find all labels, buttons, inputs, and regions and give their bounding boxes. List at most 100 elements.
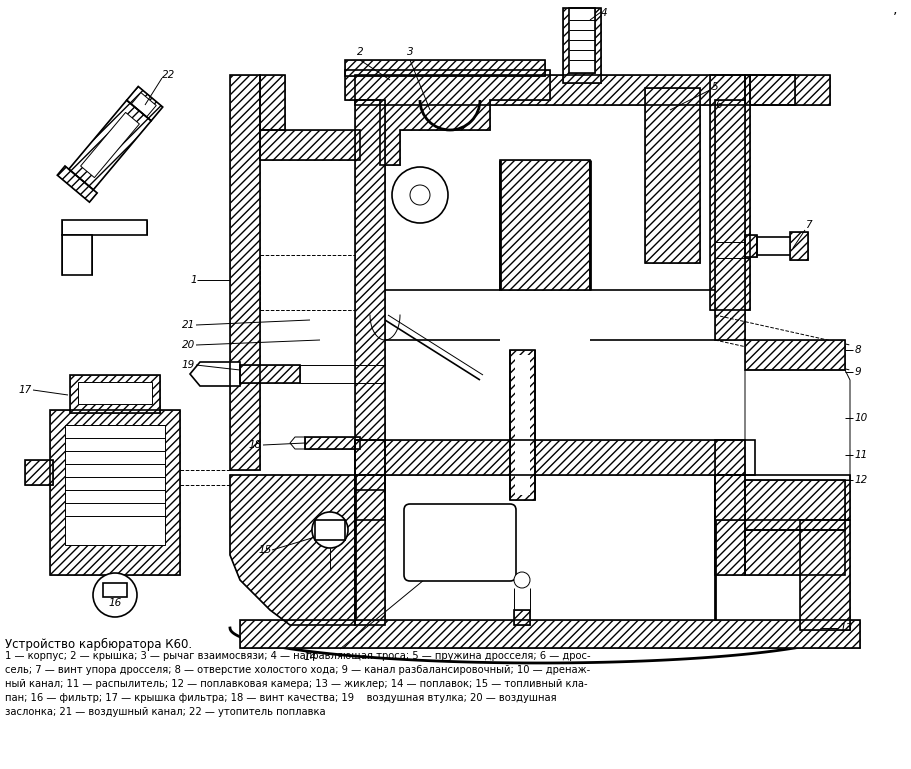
Bar	[65, 425, 165, 545]
Bar	[714, 475, 744, 575]
Bar	[799, 520, 849, 630]
Bar	[260, 75, 284, 130]
Bar	[568, 8, 594, 73]
Polygon shape	[131, 92, 156, 117]
Bar	[714, 475, 849, 520]
Text: 13: 13	[839, 623, 853, 633]
Bar	[744, 340, 844, 370]
Bar	[509, 350, 535, 500]
Bar	[744, 480, 844, 530]
Circle shape	[392, 167, 447, 223]
Bar	[354, 100, 384, 490]
Bar	[714, 440, 744, 475]
Bar	[744, 75, 829, 105]
Text: 10: 10	[854, 413, 867, 423]
Bar	[744, 235, 756, 257]
Bar	[344, 60, 545, 76]
Bar	[25, 460, 53, 485]
Text: 22: 22	[162, 70, 175, 80]
Bar	[744, 235, 756, 257]
Text: 18: 18	[249, 440, 261, 450]
Text: 11: 11	[854, 450, 867, 460]
FancyBboxPatch shape	[404, 504, 516, 581]
Bar	[714, 475, 744, 575]
Bar	[344, 60, 545, 76]
Bar	[744, 480, 844, 530]
Text: 20: 20	[181, 340, 195, 350]
Circle shape	[514, 572, 529, 588]
Bar	[354, 75, 744, 105]
Polygon shape	[189, 362, 240, 386]
Text: ’: ’	[892, 11, 896, 25]
Text: 16: 16	[108, 598, 121, 608]
Text: ный канал; 11 — распылитель; 12 — поплавковая камера; 13 — жиклер; 14 — поплавок: ный канал; 11 — распылитель; 12 — поплав…	[5, 679, 587, 689]
Bar	[714, 475, 849, 520]
Bar	[230, 75, 260, 470]
Bar	[260, 130, 360, 160]
Bar	[70, 375, 159, 413]
Bar	[354, 440, 384, 520]
Bar	[499, 160, 589, 290]
Bar	[240, 620, 859, 648]
Bar	[62, 235, 92, 275]
Bar	[509, 350, 535, 500]
Bar	[744, 530, 844, 575]
Bar	[354, 440, 754, 475]
Text: 15: 15	[259, 545, 271, 555]
Bar	[562, 8, 600, 83]
Bar	[744, 75, 829, 105]
Bar	[789, 232, 807, 260]
Bar	[354, 75, 744, 105]
Bar	[744, 340, 844, 370]
Bar	[710, 75, 749, 310]
Polygon shape	[290, 437, 304, 449]
Text: 2: 2	[356, 47, 363, 57]
Text: 3: 3	[406, 47, 413, 57]
Text: сель; 7 — винт упора дросселя; 8 — отверстие холостого хода; 9 — канал разбаланс: сель; 7 — винт упора дросселя; 8 — отвер…	[5, 665, 589, 675]
Text: 6: 6	[714, 100, 721, 110]
Bar	[499, 160, 589, 290]
Bar	[240, 365, 300, 383]
Bar	[644, 88, 700, 263]
Bar	[50, 410, 179, 575]
Bar	[25, 460, 53, 485]
Bar	[240, 620, 859, 648]
Bar	[314, 520, 344, 540]
Text: 19: 19	[181, 360, 195, 370]
Text: 17: 17	[19, 385, 32, 395]
Bar	[710, 75, 749, 310]
Bar	[749, 75, 794, 105]
Bar	[568, 8, 594, 73]
Bar	[354, 100, 384, 490]
Bar	[62, 220, 147, 235]
Bar	[103, 583, 127, 597]
Bar	[260, 130, 360, 160]
Bar	[354, 440, 384, 520]
Circle shape	[93, 573, 137, 617]
Bar	[354, 475, 384, 625]
Bar	[515, 355, 529, 495]
Text: 1: 1	[190, 275, 197, 285]
Circle shape	[410, 185, 429, 205]
Text: 8: 8	[854, 345, 861, 355]
Polygon shape	[68, 100, 151, 190]
Bar	[789, 232, 807, 260]
Bar	[240, 365, 300, 383]
Polygon shape	[230, 475, 354, 625]
Bar	[744, 530, 844, 575]
Bar	[756, 237, 791, 255]
Bar	[714, 100, 744, 340]
Bar	[260, 75, 284, 130]
Text: 4: 4	[600, 8, 607, 18]
Text: 21: 21	[181, 320, 195, 330]
Text: 1 — корпус; 2 — крышка; 3 — рычаг взаимосвязи; 4 — направляющая троса; 5 — пружи: 1 — корпус; 2 — крышка; 3 — рычаг взаимо…	[5, 651, 590, 661]
Bar	[354, 475, 384, 625]
Text: 12: 12	[854, 475, 867, 485]
Bar	[714, 100, 744, 340]
Text: 7: 7	[804, 220, 811, 230]
Bar	[304, 437, 360, 449]
Bar	[562, 8, 600, 83]
Bar	[314, 520, 344, 540]
Bar	[514, 610, 529, 625]
Circle shape	[312, 512, 348, 548]
